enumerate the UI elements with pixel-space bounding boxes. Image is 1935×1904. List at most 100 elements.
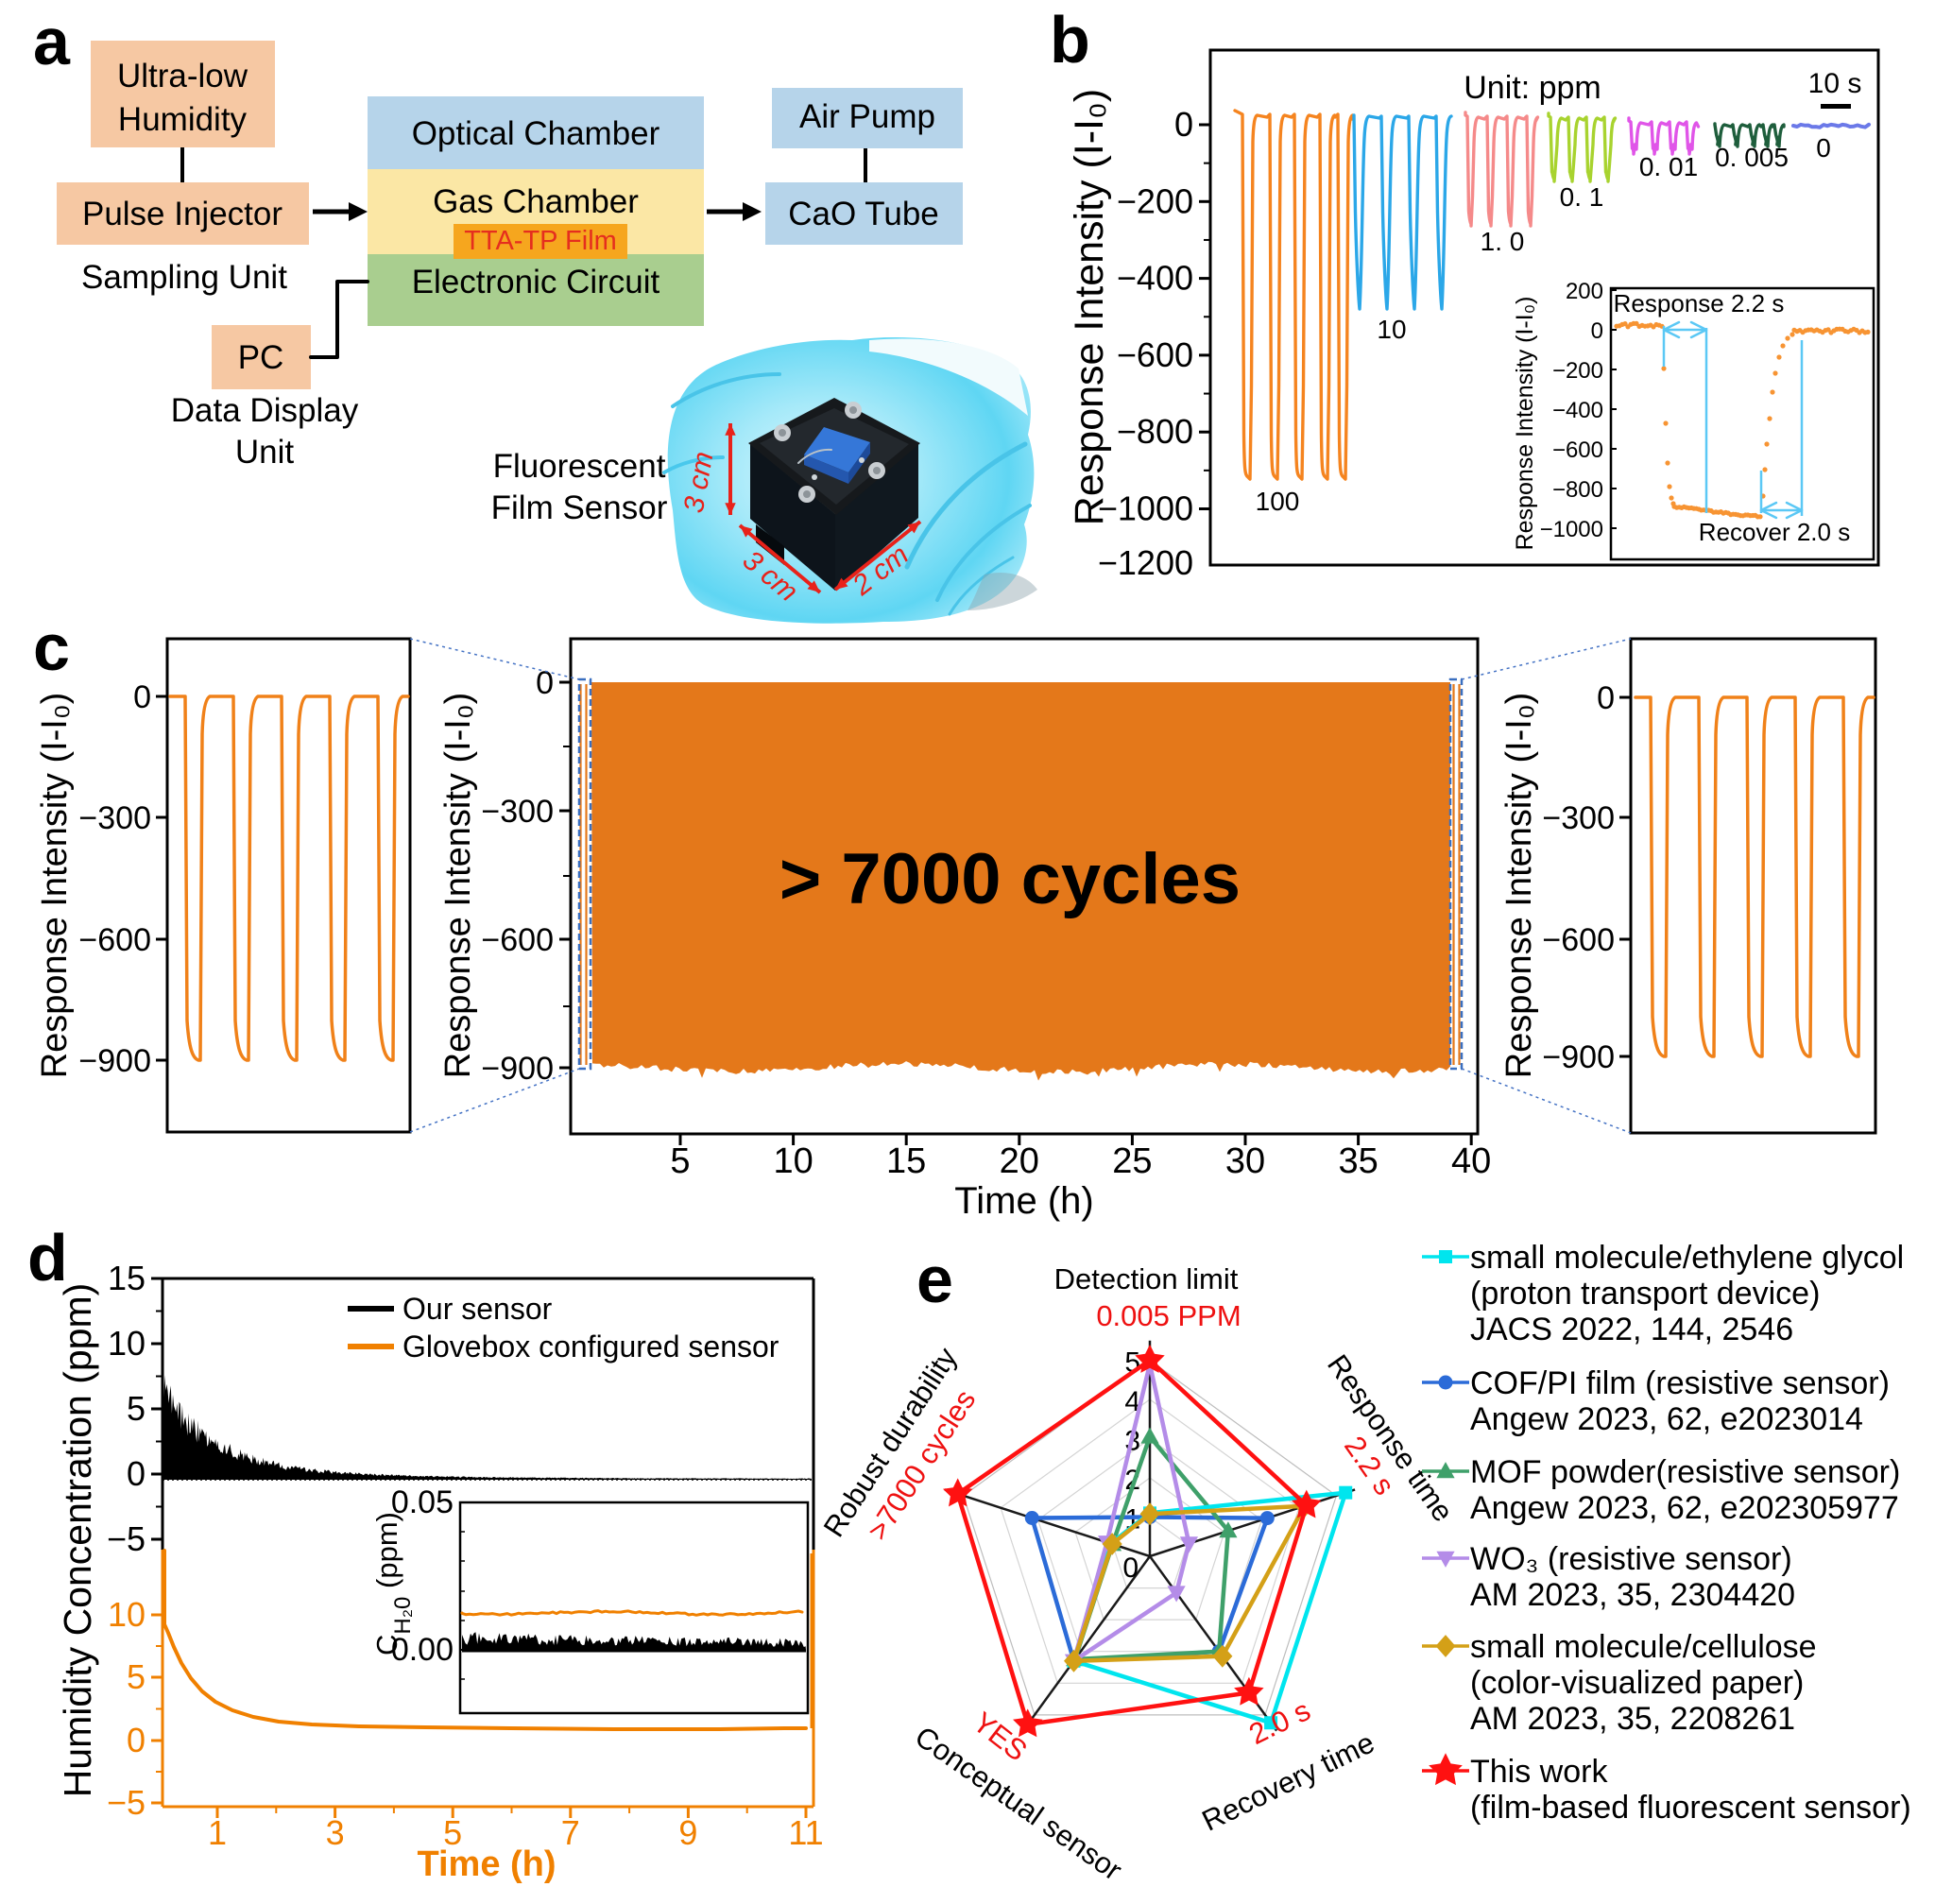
svg-text:−5: −5 [107,1783,146,1822]
svg-text:−200: −200 [1552,358,1603,384]
svg-text:9: 9 [678,1813,697,1852]
svg-text:Ultra-low: Ultra-low [117,58,248,94]
svg-text:(proton transport device): (proton transport device) [1470,1276,1820,1312]
svg-text:−900: −900 [481,1051,554,1087]
svg-text:0: 0 [1591,318,1603,344]
svg-text:Angew 2023, 62, e202305977: Angew 2023, 62, e202305977 [1470,1490,1899,1526]
svg-text:15: 15 [108,1259,146,1297]
svg-text:c: c [33,610,70,684]
svg-text:0: 0 [536,665,554,701]
svg-text:Response Intensity (I-I₀): Response Intensity (I-I₀) [1499,693,1539,1079]
svg-text:WO₃ (resistive sensor): WO₃ (resistive sensor) [1470,1541,1792,1577]
svg-text:AM 2023, 35, 2208261: AM 2023, 35, 2208261 [1470,1701,1795,1737]
svg-text:−1200: −1200 [1098,543,1193,582]
svg-text:0: 0 [1174,105,1193,144]
svg-text:35: 35 [1338,1141,1378,1181]
svg-text:25: 25 [1112,1141,1152,1181]
svg-text:0: 0 [1122,1552,1139,1584]
svg-text:Optical Chamber: Optical Chamber [412,115,660,152]
svg-text:COF/PI film (resistive sensor): COF/PI film (resistive sensor) [1470,1365,1890,1401]
svg-text:−600: −600 [481,922,554,958]
svg-text:Recover 2.0 s: Recover 2.0 s [1699,518,1850,546]
svg-text:Humidity Concentration (ppm): Humidity Concentration (ppm) [56,1283,99,1798]
svg-text:Unit: Unit [235,434,295,471]
svg-text:5: 5 [670,1141,690,1181]
svg-text:Angew 2023, 62, e2023014: Angew 2023, 62, e2023014 [1470,1401,1863,1437]
svg-text:This work: This work [1470,1754,1608,1790]
svg-text:AM 2023, 35, 2304420: AM 2023, 35, 2304420 [1470,1577,1795,1613]
svg-text:−300: −300 [481,794,554,830]
svg-text:Unit: ppm: Unit: ppm [1464,70,1601,106]
svg-text:10: 10 [108,1324,146,1363]
svg-text:−600: −600 [1542,922,1615,958]
svg-text:−800: −800 [1117,412,1193,451]
svg-text:100: 100 [1256,487,1300,516]
svg-text:5: 5 [127,1657,146,1696]
svg-text:Response Intensity (I-I₀): Response Intensity (I-I₀) [1067,89,1112,525]
svg-text:10: 10 [773,1141,813,1181]
svg-text:Time (h): Time (h) [954,1180,1093,1222]
svg-text:200: 200 [1566,279,1603,304]
svg-text:0: 0 [1816,133,1831,163]
svg-text:0. 01: 0. 01 [1639,152,1698,181]
svg-text:10 s: 10 s [1808,68,1862,99]
svg-text:(film-based fluorescent sensor: (film-based fluorescent sensor) [1470,1790,1911,1826]
svg-text:Gas Chamber: Gas Chamber [433,183,639,220]
svg-text:10: 10 [108,1595,146,1634]
svg-text:Our sensor: Our sensor [402,1292,553,1326]
svg-text:Response Intensity (I-I₀): Response Intensity (I-I₀) [1512,297,1538,551]
svg-text:−300: −300 [1542,800,1615,836]
svg-text:Data Display: Data Display [171,392,359,429]
svg-text:5: 5 [443,1813,462,1852]
svg-text:Pulse Injector: Pulse Injector [82,196,283,232]
svg-text:11: 11 [788,1813,823,1852]
svg-text:(color-visualized paper): (color-visualized paper) [1470,1665,1804,1701]
svg-text:small molecule/ethylene glycol: small molecule/ethylene glycol [1470,1240,1904,1276]
svg-text:0: 0 [127,1454,146,1493]
svg-text:−400: −400 [1552,398,1603,423]
svg-text:Time (h): Time (h) [417,1844,556,1884]
svg-text:d: d [27,1221,68,1295]
svg-text:−5: −5 [107,1519,146,1558]
svg-text:30: 30 [1225,1141,1265,1181]
svg-text:TTA-TP Film: TTA-TP Film [464,226,617,256]
svg-text:a: a [33,5,71,78]
svg-text:−900: −900 [78,1043,151,1079]
svg-text:4: 4 [1124,1386,1140,1417]
svg-text:Sampling Unit: Sampling Unit [81,259,287,296]
svg-text:PC: PC [238,339,284,376]
svg-text:−400: −400 [1117,259,1193,298]
svg-text:0. 1: 0. 1 [1560,182,1604,212]
svg-text:5: 5 [127,1389,146,1428]
svg-text:0: 0 [133,679,151,715]
svg-text:> 7000 cycles: > 7000 cycles [779,839,1241,919]
svg-text:−300: −300 [78,800,151,836]
svg-text:7: 7 [561,1813,580,1852]
svg-text:−200: −200 [1117,181,1193,220]
svg-text:−1000: −1000 [1540,517,1603,542]
svg-text:Fluorescent: Fluorescent [493,448,666,485]
svg-text:40: 40 [1451,1141,1491,1181]
svg-text:0. 005: 0. 005 [1715,143,1789,172]
svg-text:3: 3 [326,1813,345,1852]
svg-text:Air Pump: Air Pump [799,98,935,135]
svg-text:−1000: −1000 [1098,489,1193,528]
svg-text:Humidity: Humidity [118,101,248,138]
svg-text:Electronic Circuit: Electronic Circuit [412,264,660,300]
svg-text:Glovebox configured sensor: Glovebox configured sensor [402,1329,779,1364]
svg-text:0.005 PPM: 0.005 PPM [1096,1299,1241,1332]
svg-text:15: 15 [886,1141,926,1181]
svg-text:0: 0 [1597,680,1615,716]
svg-text:−600: −600 [1552,437,1603,463]
svg-text:Response 2.2 s: Response 2.2 s [1614,289,1785,317]
svg-text:Film Sensor: Film Sensor [491,489,668,526]
svg-text:20: 20 [1000,1141,1039,1181]
svg-text:−600: −600 [1117,335,1193,374]
svg-text:−600: −600 [78,922,151,958]
svg-text:1. 0: 1. 0 [1481,227,1525,256]
svg-text:10: 10 [1377,315,1406,344]
svg-text:small molecule/cellulose: small molecule/cellulose [1470,1629,1817,1665]
svg-text:Detection limit: Detection limit [1054,1262,1239,1295]
svg-text:CaO Tube: CaO Tube [788,196,939,232]
svg-text:Response Intensity (I-I₀): Response Intensity (I-I₀) [35,693,75,1079]
